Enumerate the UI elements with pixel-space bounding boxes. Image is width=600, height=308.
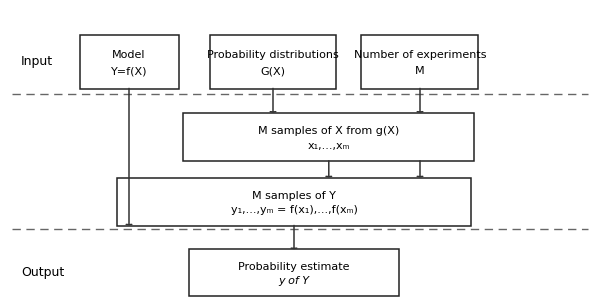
Text: Output: Output	[21, 266, 64, 279]
Text: y of Y: y of Y	[278, 276, 310, 286]
Text: G(X): G(X)	[260, 66, 286, 76]
FancyBboxPatch shape	[184, 113, 475, 161]
FancyBboxPatch shape	[210, 35, 336, 88]
Text: y₁,...,yₘ = f(x₁),...,f(xₘ): y₁,...,yₘ = f(x₁),...,f(xₘ)	[230, 205, 358, 215]
Text: M: M	[415, 66, 425, 76]
Text: M samples of Y: M samples of Y	[252, 191, 336, 201]
Text: Probability distributions: Probability distributions	[207, 50, 339, 59]
Text: Input: Input	[21, 55, 53, 68]
FancyBboxPatch shape	[189, 249, 399, 296]
Text: Model: Model	[112, 50, 146, 59]
Text: Probability estimate: Probability estimate	[238, 261, 350, 272]
FancyBboxPatch shape	[117, 178, 471, 225]
Text: Number of experiments: Number of experiments	[354, 50, 486, 59]
Text: Y=f(X): Y=f(X)	[111, 66, 147, 76]
Text: M samples of X from g(X): M samples of X from g(X)	[258, 126, 400, 136]
FancyBboxPatch shape	[361, 35, 479, 88]
FancyBboxPatch shape	[79, 35, 179, 88]
Text: x₁,...,xₘ: x₁,...,xₘ	[308, 141, 350, 151]
